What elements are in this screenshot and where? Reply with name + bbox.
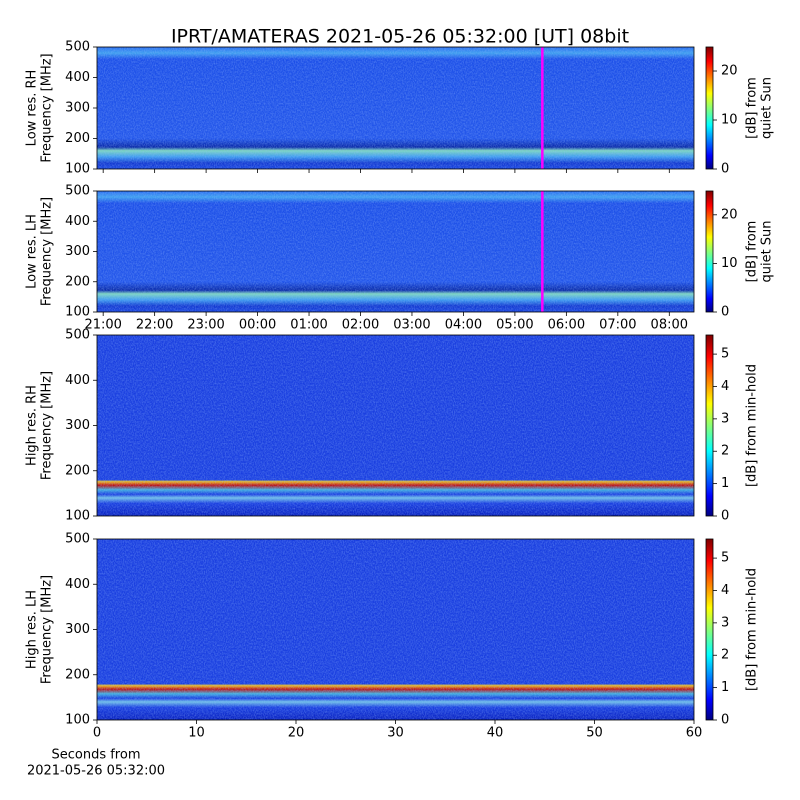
x-tick-label: 07:00	[599, 318, 636, 333]
y-tick-label: 400	[65, 577, 90, 592]
x-tick-label: 30	[387, 726, 404, 741]
colorbar-tick-label: 5	[721, 347, 729, 362]
y-tick-label: 400	[65, 373, 90, 388]
colorbar	[705, 46, 714, 170]
colorbar-tick-label: 20	[721, 64, 738, 79]
colorbar-tick-label: 4	[721, 379, 729, 394]
y-tick-label: 300	[65, 622, 90, 637]
colorbar-label: [dB] from	[745, 77, 760, 139]
x-tick-label: 04:00	[445, 318, 482, 333]
y-tick-label: 400	[65, 214, 90, 229]
y-tick-label: 400	[65, 70, 90, 85]
x-tick-label: 20	[288, 726, 305, 741]
colorbar-tick-label: 5	[721, 551, 729, 566]
y-tick-label: 300	[65, 418, 90, 433]
y-tick-label: 500	[65, 184, 90, 199]
y-tick-label: 200	[65, 667, 90, 682]
colorbar-tick-label: 0	[721, 305, 729, 320]
colorbar-label: [dB] from min-hold	[745, 364, 760, 487]
colorbar-tick-label: 0	[721, 713, 729, 728]
y-axis-label: High res. LH	[25, 590, 40, 669]
x-tick-label: 22:00	[136, 318, 173, 333]
y-tick-label: 300	[65, 101, 90, 116]
y-axis-label: Low res. LH	[25, 214, 40, 289]
colorbar-label: [dB] from	[745, 221, 760, 283]
colorbar-tick-label: 1	[721, 476, 729, 491]
y-tick-label: 100	[65, 305, 90, 320]
colorbar	[705, 334, 714, 517]
y-tick-label: 200	[65, 274, 90, 289]
colorbar-tick-label: 2	[721, 444, 729, 459]
x-tick-label: 02:00	[342, 318, 379, 333]
y-tick-label: 200	[65, 131, 90, 146]
colorbar	[705, 190, 714, 313]
colorbar-label: quiet Sun	[760, 77, 775, 139]
colorbar-label: [dB] from min-hold	[745, 568, 760, 691]
spectrogram-noise	[97, 191, 694, 312]
y-tick-label: 300	[65, 244, 90, 259]
x-tick-label: 01:00	[290, 318, 327, 333]
x-tick-label: 05:00	[496, 318, 533, 333]
x-tick-label: 60	[686, 726, 703, 741]
y-tick-label: 500	[65, 40, 90, 55]
x-tick-label: 03:00	[393, 318, 430, 333]
x-tick-label: 00:00	[239, 318, 276, 333]
spectrogram-noise	[97, 539, 694, 720]
y-tick-label: 100	[65, 509, 90, 524]
colorbar-tick-label: 2	[721, 648, 729, 663]
y-axis-label: Low res. RH	[25, 70, 40, 147]
colorbar-tick-label: 3	[721, 411, 729, 426]
colorbar-tick-label: 0	[721, 509, 729, 524]
x-tick-label: 21:00	[84, 318, 121, 333]
y-axis-label: High res. RH	[25, 385, 40, 466]
x-tick-label: 10	[188, 726, 205, 741]
colorbar-tick-label: 4	[721, 583, 729, 598]
y-axis-label: Frequency [MHz]	[40, 53, 55, 162]
y-axis-label: Frequency [MHz]	[40, 197, 55, 306]
x-axis-label: 2021-05-26 05:32:00	[27, 764, 165, 779]
y-tick-label: 500	[65, 532, 90, 547]
x-tick-label: 08:00	[651, 318, 688, 333]
y-tick-label: 100	[65, 162, 90, 177]
colorbar-tick-label: 0	[721, 162, 729, 177]
y-tick-label: 500	[65, 328, 90, 343]
x-tick-label: 23:00	[187, 318, 224, 333]
spectrogram-noise	[97, 47, 694, 169]
colorbar-tick-label: 10	[721, 256, 738, 271]
colorbar-tick-label: 20	[721, 207, 738, 222]
x-tick-label: 06:00	[548, 318, 585, 333]
colorbar-tick-label: 1	[721, 680, 729, 695]
spectrogram-noise	[97, 335, 694, 516]
y-tick-label: 100	[65, 713, 90, 728]
y-tick-label: 200	[65, 463, 90, 478]
x-axis-label: Seconds from	[51, 748, 140, 763]
chart-title: IPRT/AMATERAS 2021-05-26 05:32:00 [UT] 0…	[171, 26, 629, 48]
x-tick-label: 40	[487, 726, 504, 741]
y-axis-label: Frequency [MHz]	[40, 575, 55, 684]
x-tick-label: 50	[586, 726, 603, 741]
x-tick-label: 0	[93, 726, 101, 741]
y-axis-label: Frequency [MHz]	[40, 371, 55, 480]
colorbar-label: quiet Sun	[760, 220, 775, 282]
colorbar-tick-label: 10	[721, 113, 738, 128]
colorbar-tick-label: 3	[721, 615, 729, 630]
colorbar	[705, 538, 714, 721]
